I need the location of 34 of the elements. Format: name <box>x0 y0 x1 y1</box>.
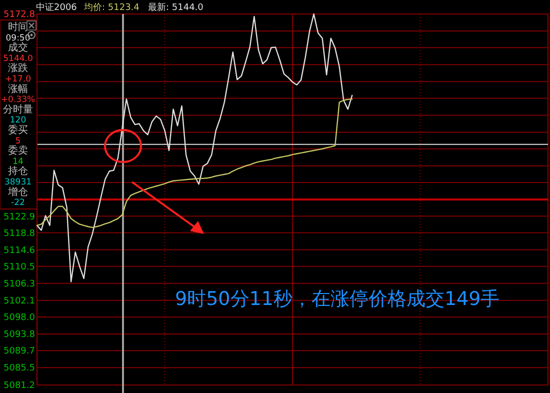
text: 14 <box>12 156 24 167</box>
y-tick-label: 5098.0 <box>4 313 36 324</box>
y-tick-label: 5081.2 <box>4 381 35 392</box>
text: 120 <box>10 116 26 126</box>
y-tick-label: 5106.3 <box>4 279 35 290</box>
chart-title: 中证2006 <box>36 2 78 13</box>
text: 最新: 5144.0 <box>148 2 204 13</box>
text: 持仓 <box>8 165 28 178</box>
text: 分时量 <box>3 103 33 116</box>
y-tick-label: 5118.8 <box>4 228 36 239</box>
y-tick-label: 5093.8 <box>4 330 36 340</box>
text: 增仓 <box>7 186 28 198</box>
text: 38931 <box>4 178 32 188</box>
y-tick-label: 5172.8 <box>4 10 36 20</box>
text: 均价: 5123.4 <box>83 2 140 13</box>
y-tick-label: 5110.5 <box>4 262 35 272</box>
text: 委买 <box>8 124 28 136</box>
y-tick-label: 5114.6 <box>4 246 36 256</box>
text: 5144.0 <box>3 54 33 64</box>
text: +0.33% <box>0 95 36 106</box>
y-tick-label: 5102.1 <box>4 296 35 306</box>
annotation: 9时50分11秒，在涨停价格成交149手 <box>175 288 500 310</box>
y-tick-label: 5085.5 <box>4 364 35 374</box>
y-tick-label: 5122.9 <box>4 212 36 222</box>
line-series <box>36 98 353 228</box>
text: 成交 <box>8 42 28 54</box>
text: -22 <box>11 198 25 208</box>
text: +17.0 <box>4 74 32 84</box>
text: 涨跌 <box>8 62 28 74</box>
text: 涨幅 <box>8 82 28 95</box>
text: 委卖 <box>8 144 28 157</box>
text: 5 <box>15 136 21 146</box>
y-tick-label: 5089.7 <box>4 346 35 357</box>
text: 09:50 <box>6 33 30 44</box>
